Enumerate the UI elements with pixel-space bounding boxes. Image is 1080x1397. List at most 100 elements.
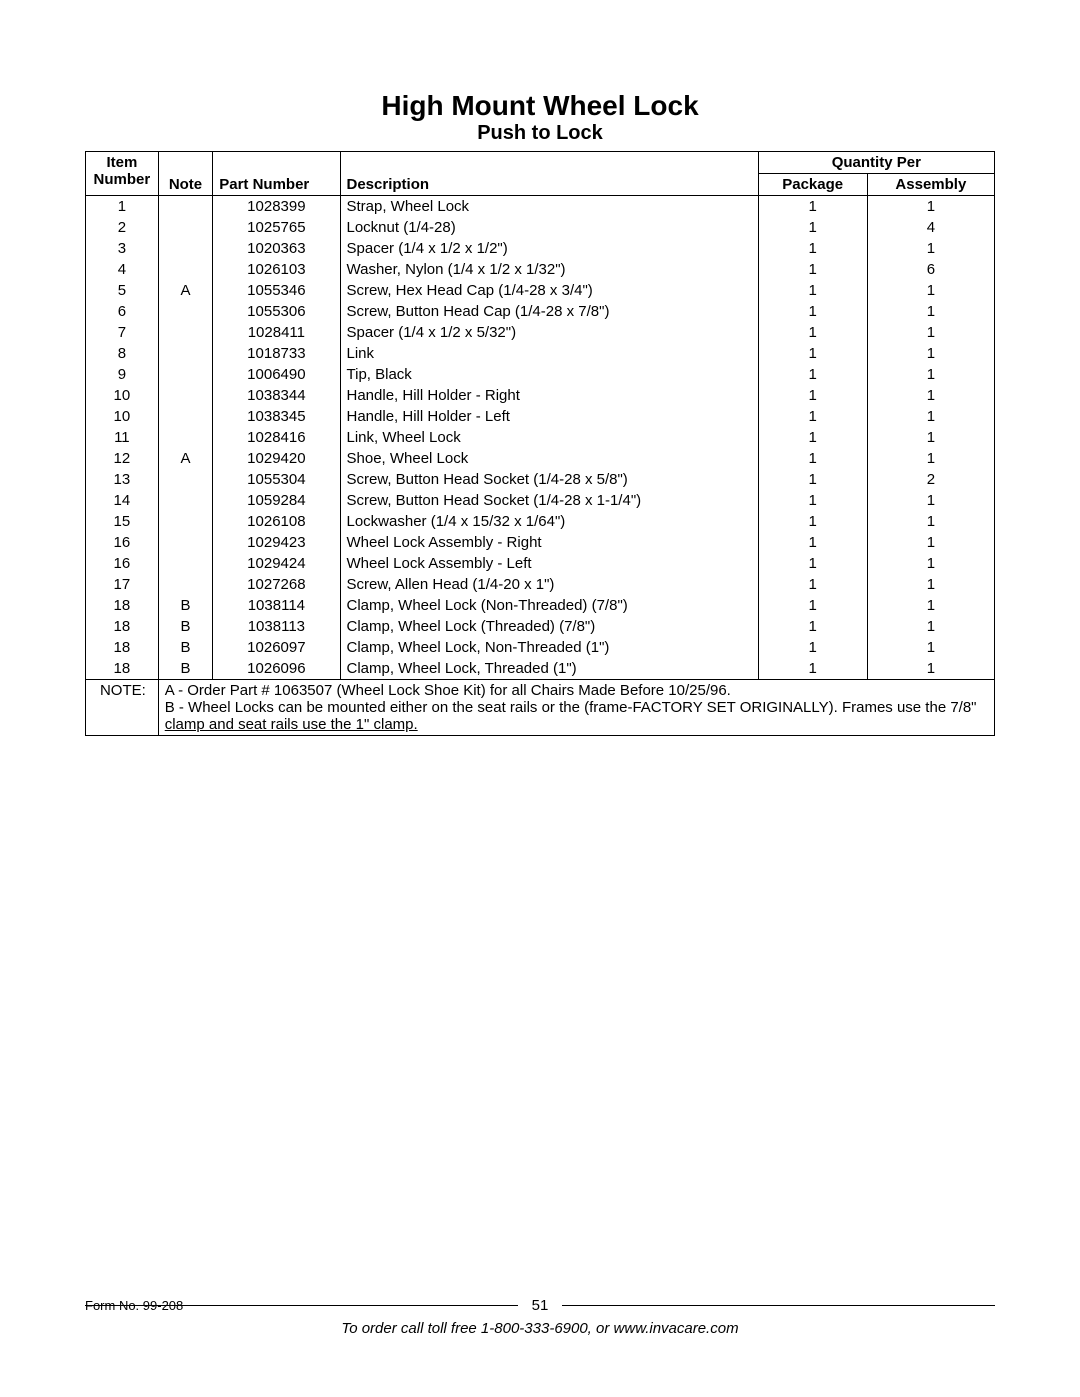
cell-item-number: 10 (86, 406, 159, 427)
cell-part-number: 1020363 (213, 238, 340, 259)
cell-part-number: 1055346 (213, 280, 340, 301)
cell-part-number: 1028411 (213, 322, 340, 343)
cell-part-number: 1038345 (213, 406, 340, 427)
cell-note: A (158, 280, 213, 301)
cell-description: Lockwasher (1/4 x 15/32 x 1/64") (340, 511, 758, 532)
cell-item-number: 12 (86, 448, 159, 469)
table-row: 2 1025765Locknut (1/4-28)14 (86, 217, 995, 238)
table-row: 18B1026096Clamp, Wheel Lock, Threaded (1… (86, 658, 995, 680)
cell-description: Spacer (1/4 x 1/2 x 1/2") (340, 238, 758, 259)
cell-note (158, 259, 213, 280)
cell-item-number: 10 (86, 385, 159, 406)
cell-package: 1 (758, 343, 867, 364)
cell-item-number: 17 (86, 574, 159, 595)
cell-part-number: 1055306 (213, 301, 340, 322)
cell-item-number: 18 (86, 595, 159, 616)
cell-item-number: 16 (86, 553, 159, 574)
cell-note (158, 532, 213, 553)
cell-note (158, 364, 213, 385)
table-row: 18B1026097Clamp, Wheel Lock, Non-Threade… (86, 637, 995, 658)
cell-assembly: 1 (867, 637, 994, 658)
form-number: Form No. 99-208 (85, 1298, 183, 1313)
cell-part-number: 1038113 (213, 616, 340, 637)
table-row: 171027268Screw, Allen Head (1/4-20 x 1")… (86, 574, 995, 595)
cell-note (158, 490, 213, 511)
table-row: 161029424Wheel Lock Assembly - Left11 (86, 553, 995, 574)
cell-description: Clamp, Wheel Lock, Threaded (1") (340, 658, 758, 680)
col-description: Description (340, 152, 758, 196)
cell-assembly: 1 (867, 385, 994, 406)
col-assembly: Assembly (867, 174, 994, 196)
col-quantity-per: Quantity Per (758, 152, 994, 174)
cell-part-number: 1025765 (213, 217, 340, 238)
cell-note (158, 469, 213, 490)
cell-note (158, 343, 213, 364)
page-subtitle: Push to Lock (85, 122, 995, 145)
table-row: 5A1055346Screw, Hex Head Cap (1/4-28 x 3… (86, 280, 995, 301)
table-header: Item Number Note Part Number Description… (86, 152, 995, 196)
cell-note (158, 322, 213, 343)
table-row: 81018733Link11 (86, 343, 995, 364)
cell-item-number: 3 (86, 238, 159, 259)
cell-package: 1 (758, 448, 867, 469)
cell-part-number: 1026096 (213, 658, 340, 680)
table-row: 41026103Washer, Nylon (1/4 x 1/2 x 1/32"… (86, 259, 995, 280)
cell-description: Clamp, Wheel Lock (Non-Threaded) (7/8") (340, 595, 758, 616)
cell-item-number: 6 (86, 301, 159, 322)
cell-item-number: 11 (86, 427, 159, 448)
parts-table: Item Number Note Part Number Description… (85, 151, 995, 736)
cell-note (158, 238, 213, 259)
cell-description: Tip, Black (340, 364, 758, 385)
cell-assembly: 1 (867, 448, 994, 469)
cell-package: 1 (758, 217, 867, 238)
cell-assembly: 1 (867, 574, 994, 595)
table-note-section: NOTE: A - Order Part # 1063507 (Wheel Lo… (86, 680, 995, 736)
cell-item-number: 5 (86, 280, 159, 301)
cell-item-number: 18 (86, 637, 159, 658)
cell-item-number: 8 (86, 343, 159, 364)
cell-part-number: 1027268 (213, 574, 340, 595)
cell-item-number: 15 (86, 511, 159, 532)
cell-description: Shoe, Wheel Lock (340, 448, 758, 469)
cell-package: 1 (758, 658, 867, 680)
table-row: 18B1038114Clamp, Wheel Lock (Non-Threade… (86, 595, 995, 616)
cell-item-number: 7 (86, 322, 159, 343)
table-row: 131055304Screw, Button Head Socket (1/4-… (86, 469, 995, 490)
footer-rule-right (562, 1305, 995, 1306)
cell-package: 1 (758, 637, 867, 658)
cell-part-number: 1038114 (213, 595, 340, 616)
table-row: 18B1038113Clamp, Wheel Lock (Threaded) (… (86, 616, 995, 637)
cell-description: Screw, Button Head Socket (1/4-28 x 1-1/… (340, 490, 758, 511)
cell-note (158, 217, 213, 238)
cell-note: B (158, 616, 213, 637)
cell-assembly: 4 (867, 217, 994, 238)
cell-item-number: 2 (86, 217, 159, 238)
table-row: 71028411Spacer (1/4 x 1/2 x 5/32")11 (86, 322, 995, 343)
cell-package: 1 (758, 532, 867, 553)
cell-assembly: 1 (867, 364, 994, 385)
cell-assembly: 1 (867, 553, 994, 574)
note-line-underlined: clamp and seat rails use the 1" clamp. (165, 716, 418, 733)
page-number-line: 51 (85, 1297, 995, 1314)
cell-description: Handle, Hill Holder - Left (340, 406, 758, 427)
note-label: NOTE: (86, 680, 159, 736)
cell-assembly: 1 (867, 511, 994, 532)
cell-item-number: 14 (86, 490, 159, 511)
cell-assembly: 1 (867, 322, 994, 343)
cell-note (158, 196, 213, 218)
cell-package: 1 (758, 385, 867, 406)
cell-part-number: 1026103 (213, 259, 340, 280)
cell-note (158, 385, 213, 406)
cell-assembly: 1 (867, 406, 994, 427)
table-row: 141059284Screw, Button Head Socket (1/4-… (86, 490, 995, 511)
cell-package: 1 (758, 616, 867, 637)
cell-note: B (158, 658, 213, 680)
cell-item-number: 18 (86, 616, 159, 637)
cell-assembly: 1 (867, 238, 994, 259)
cell-part-number: 1026108 (213, 511, 340, 532)
cell-description: Locknut (1/4-28) (340, 217, 758, 238)
table-row: 91006490Tip, Black11 (86, 364, 995, 385)
table-row: 11028399Strap, Wheel Lock11 (86, 196, 995, 218)
cell-package: 1 (758, 595, 867, 616)
cell-assembly: 1 (867, 427, 994, 448)
